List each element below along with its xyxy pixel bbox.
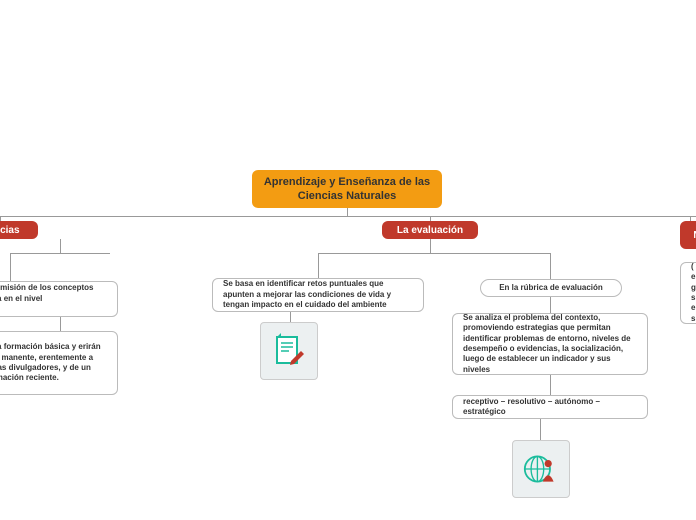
connector-line	[0, 216, 696, 217]
connector-line	[318, 253, 550, 254]
branch-left-label: Ciencias	[0, 224, 20, 237]
connector-line	[290, 312, 291, 322]
right-box-1: ( e g s e s	[680, 262, 696, 324]
person-globe-icon-box	[512, 440, 570, 498]
branch-left-header: Ciencias	[0, 221, 38, 239]
connector-line	[60, 317, 61, 331]
rubric-box: En la rúbrica de evaluación	[480, 279, 622, 297]
connector-line	[10, 253, 110, 254]
left-box-2: erán tener una sólida formación básica y…	[0, 331, 118, 395]
branch-center-label: La evaluación	[397, 224, 463, 237]
connector-line	[540, 419, 541, 440]
center-box-2: Se analiza el problema del contexto, pro…	[452, 313, 648, 375]
center-box-1: Se basa en identificar retos puntuales q…	[212, 278, 424, 312]
connector-line	[10, 253, 11, 281]
connector-line	[550, 375, 551, 395]
connector-line	[690, 216, 691, 221]
document-edit-icon	[271, 333, 307, 369]
connector-line	[0, 216, 1, 221]
person-globe-icon	[523, 449, 559, 489]
connector-line	[430, 216, 431, 221]
connector-line	[550, 297, 551, 313]
connector-line	[430, 239, 431, 253]
branch-center-header: La evaluación	[382, 221, 478, 239]
center-box-3: receptivo – resolutivo – autónomo – estr…	[452, 395, 648, 419]
left-box-1: entes a cargo de ansmisión de los concep…	[0, 281, 118, 317]
connector-line	[60, 239, 61, 253]
branch-right-header: N f	[680, 221, 696, 249]
root-node: Aprendizaje y Enseñanza de las Ciencias …	[252, 170, 442, 208]
root-title: Aprendizaje y Enseñanza de las Ciencias …	[262, 175, 432, 204]
connector-line	[318, 253, 319, 278]
connector-line	[550, 253, 551, 279]
document-icon-box	[260, 322, 318, 380]
connector-line	[347, 208, 348, 216]
